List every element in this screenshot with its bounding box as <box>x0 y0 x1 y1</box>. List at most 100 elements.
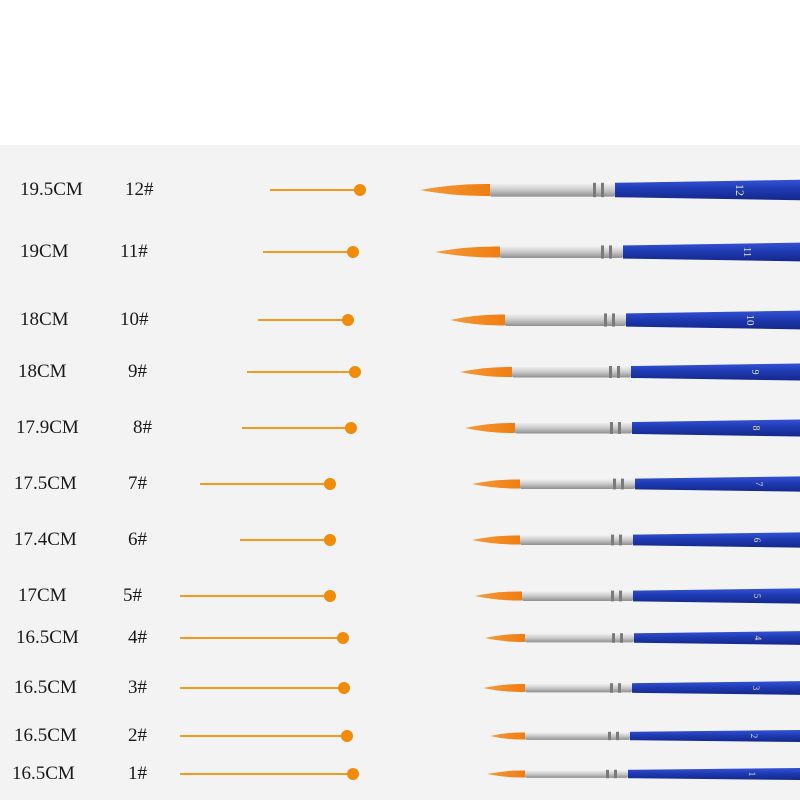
handle <box>632 419 800 437</box>
size-label: 2# <box>128 725 147 746</box>
guide-line <box>263 251 353 253</box>
handle-number: 3 <box>751 686 761 691</box>
guide-dot <box>349 366 361 378</box>
ferrule-crimp <box>601 245 604 259</box>
guide-dot <box>341 730 353 742</box>
guide-dot <box>342 314 354 326</box>
bristles <box>472 479 520 489</box>
size-label: 8# <box>133 417 152 438</box>
size-row: 16.5CM 3# <box>0 673 800 703</box>
ferrule <box>490 183 615 197</box>
handle <box>631 363 800 381</box>
ferrule <box>512 366 631 378</box>
ferrule <box>522 591 633 601</box>
handle-number: 2 <box>749 734 759 739</box>
ferrule-crimp <box>619 590 622 602</box>
bristles <box>485 633 525 643</box>
bristles <box>475 591 522 601</box>
ferrule <box>525 633 634 643</box>
ferrule-crimp <box>613 478 616 490</box>
size-label: 12# <box>125 179 154 200</box>
ferrule <box>525 732 630 740</box>
ferrule-crimp <box>618 683 621 693</box>
handle-number: 9 <box>749 370 760 375</box>
handle <box>626 310 800 330</box>
bristles <box>472 535 520 545</box>
ferrule <box>525 683 632 693</box>
guide-dot <box>337 632 349 644</box>
ferrule-crimp <box>612 633 615 643</box>
ferrule-crimp <box>609 366 612 378</box>
size-row: 18CM 9# <box>0 357 800 387</box>
size-row: 17.9CM 8# <box>0 413 800 443</box>
ferrule <box>500 245 623 259</box>
size-label: 1# <box>128 763 147 784</box>
size-label: 4# <box>128 627 147 648</box>
length-label: 19.5CM <box>20 179 83 200</box>
ferrule-crimp <box>609 245 612 259</box>
ferrule-crimp <box>601 182 604 198</box>
ferrule-crimp <box>616 731 619 741</box>
length-label: 19CM <box>20 241 69 262</box>
guide-dot <box>354 184 366 196</box>
size-label: 5# <box>123 585 142 606</box>
guide-line <box>180 735 347 737</box>
bristles <box>483 683 525 693</box>
size-label: 10# <box>120 309 149 330</box>
guide-line <box>242 427 351 429</box>
handle <box>623 242 800 262</box>
length-label: 16.5CM <box>16 627 79 648</box>
size-row: 16.5CM 2# <box>0 721 800 751</box>
brush-5: 5 <box>475 588 800 604</box>
length-label: 17.4CM <box>14 529 77 550</box>
handle <box>632 681 800 695</box>
brush-7: 7 <box>472 476 800 492</box>
bristles <box>420 183 490 197</box>
ferrule-crimp <box>611 534 614 546</box>
handle <box>628 768 800 780</box>
size-label: 3# <box>128 677 147 698</box>
handle <box>630 730 800 742</box>
ferrule-crimp <box>620 633 623 643</box>
guide-line <box>270 189 360 191</box>
brush-11: 11 <box>435 242 800 262</box>
ferrule-crimp <box>619 534 622 546</box>
size-row: 17.5CM 7# <box>0 469 800 499</box>
guide-dot <box>324 478 336 490</box>
handle-number: 8 <box>750 426 761 431</box>
length-label: 16.5CM <box>12 763 75 784</box>
guide-dot <box>338 682 350 694</box>
length-label: 17.9CM <box>16 417 79 438</box>
ferrule-crimp <box>610 422 613 434</box>
ferrule <box>515 422 632 434</box>
bristles <box>460 366 512 378</box>
guide-dot <box>345 422 357 434</box>
length-label: 18CM <box>20 309 69 330</box>
bristles <box>450 314 505 326</box>
size-row: 16.5CM 4# <box>0 623 800 653</box>
handle-number: 7 <box>754 482 764 487</box>
guide-dot <box>347 768 359 780</box>
handle-number: 10 <box>744 315 756 327</box>
ferrule-crimp <box>618 422 621 434</box>
ferrule-crimp <box>621 478 624 490</box>
bristles <box>435 246 500 258</box>
size-label: 7# <box>128 473 147 494</box>
guide-dot <box>324 534 336 546</box>
bristles <box>487 770 525 778</box>
handle <box>634 631 800 645</box>
ferrule-crimp <box>614 769 617 779</box>
brush-9: 9 <box>460 363 800 381</box>
guide-line <box>180 637 343 639</box>
bristles <box>465 422 515 434</box>
ferrule-crimp <box>608 731 611 741</box>
ferrule <box>520 479 635 489</box>
brush-4: 4 <box>485 631 800 645</box>
handle <box>635 476 800 492</box>
guide-line <box>180 687 344 689</box>
brush-2: 2 <box>490 730 800 742</box>
size-row: 17.4CM 6# <box>0 525 800 555</box>
brush-8: 8 <box>465 419 800 437</box>
